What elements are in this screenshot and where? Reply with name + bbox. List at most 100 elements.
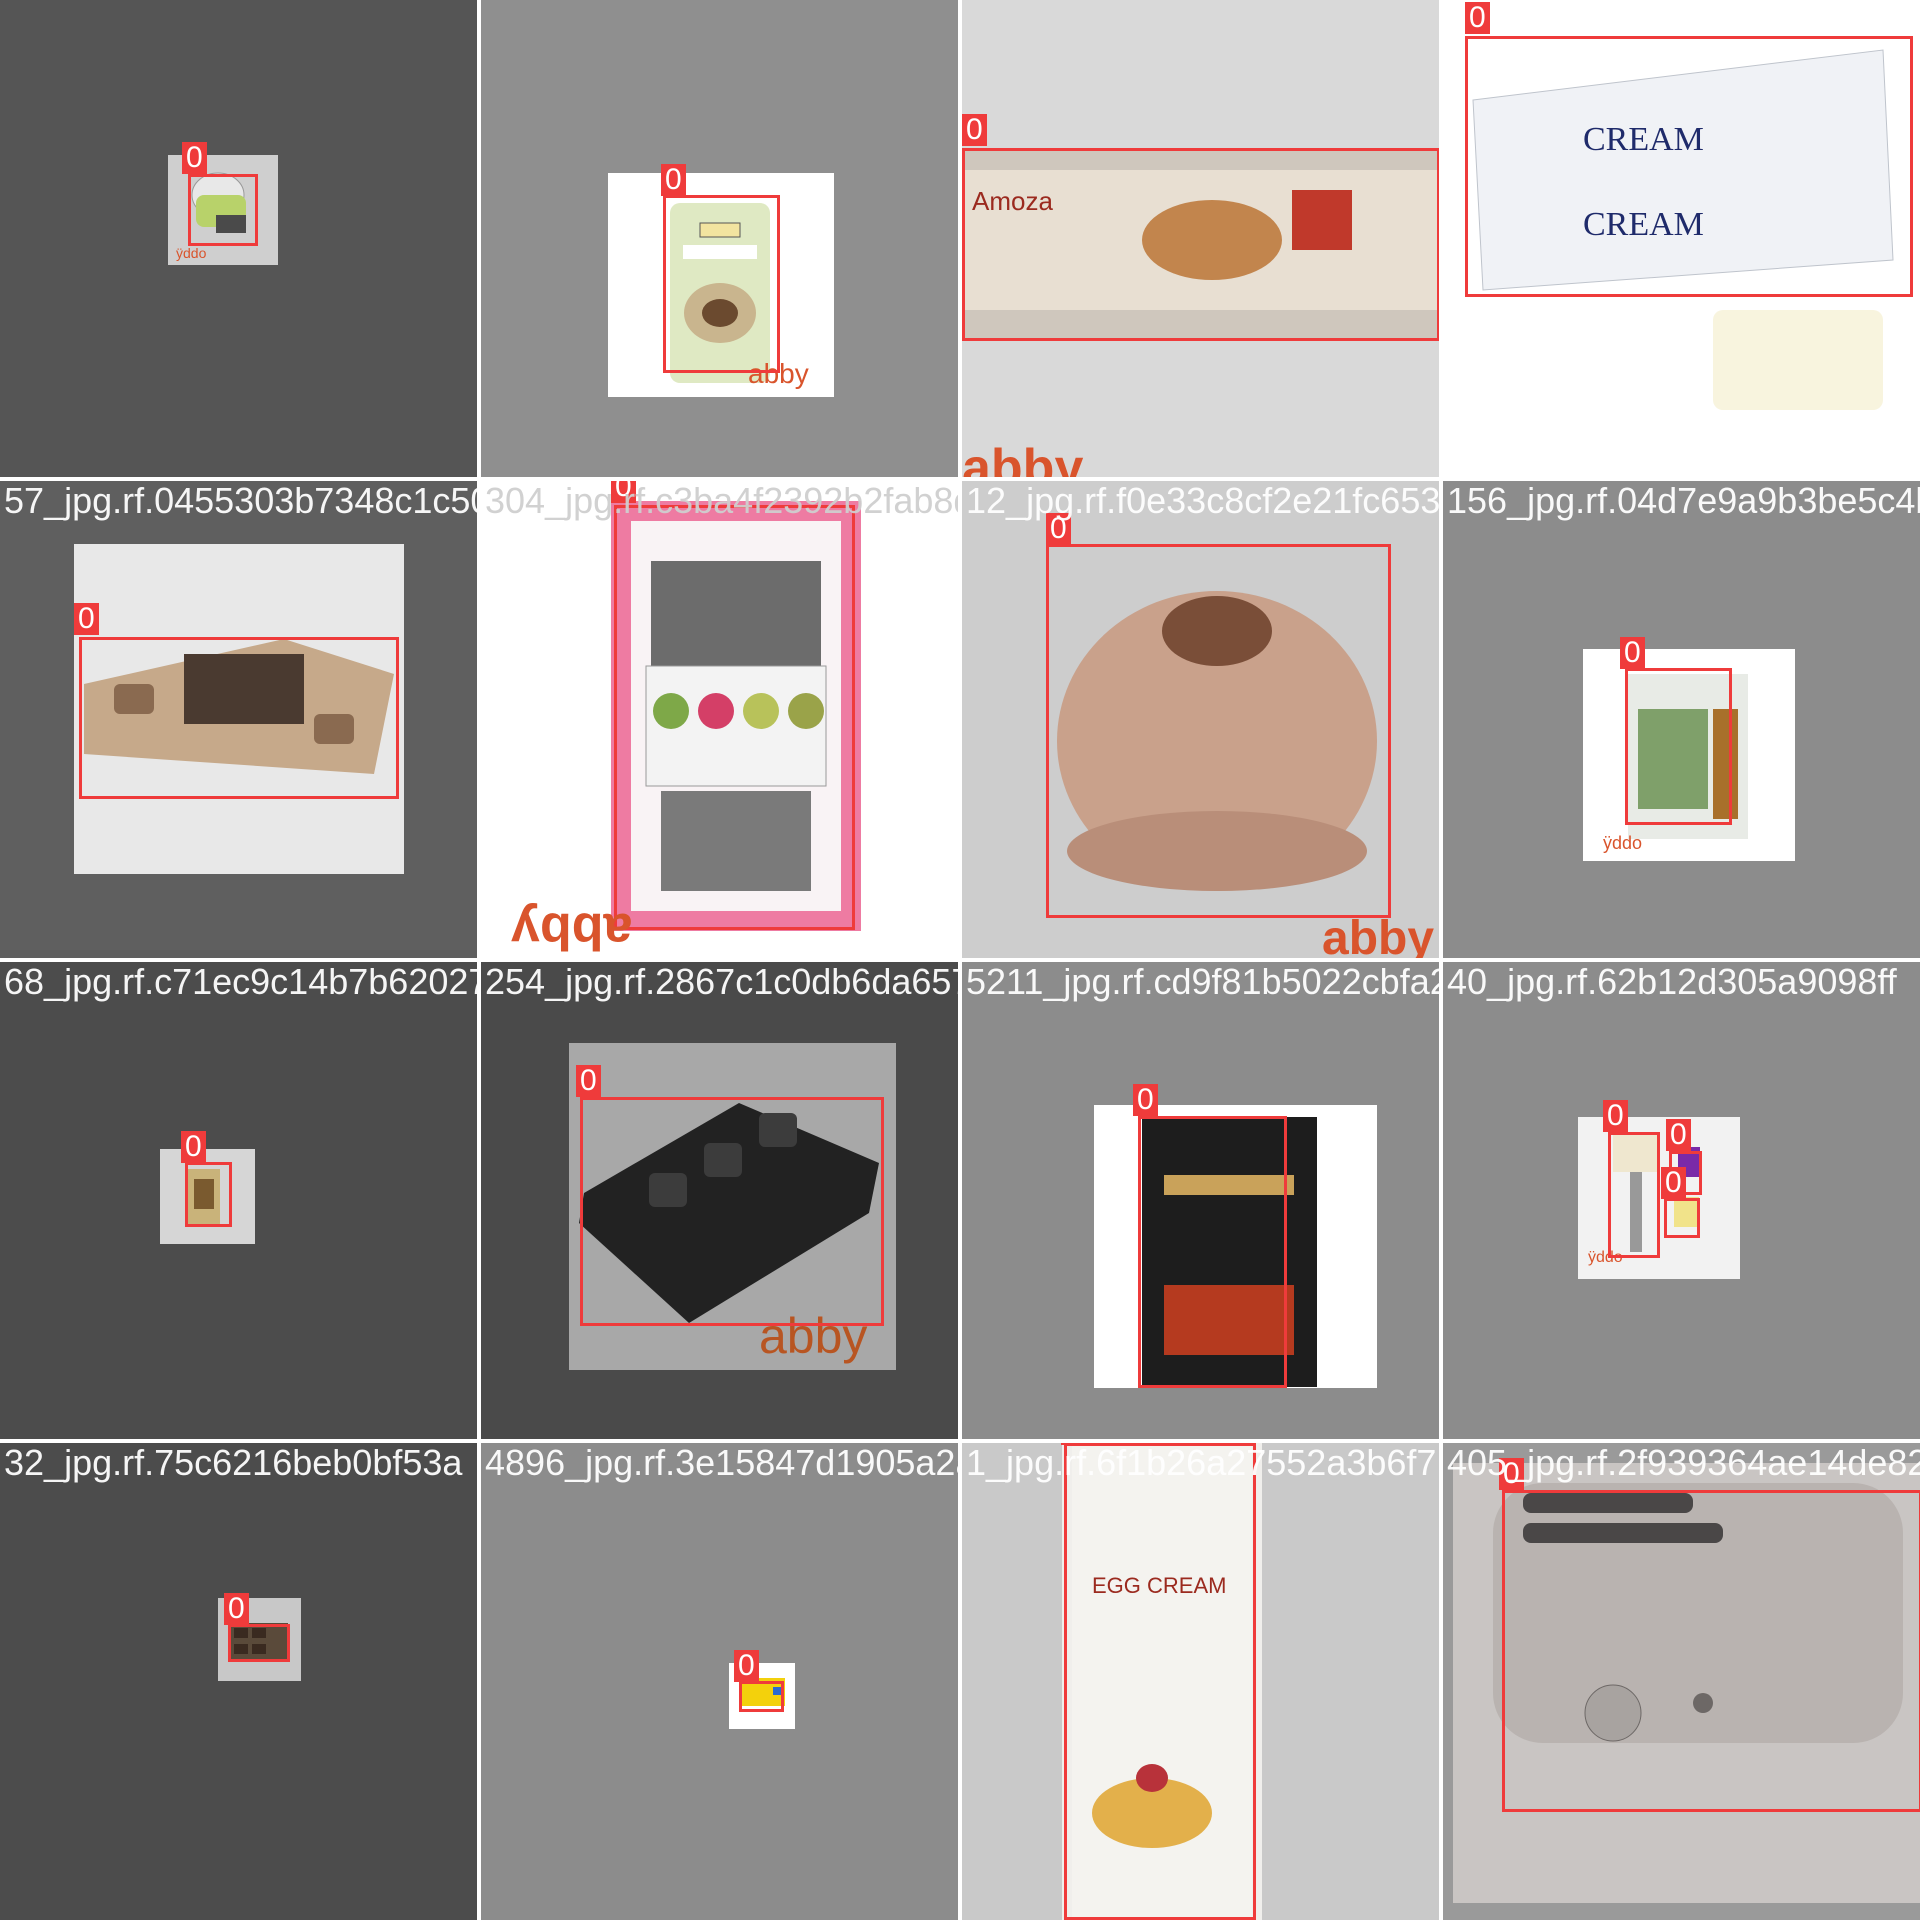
class-label: 0 [734, 1650, 759, 1682]
mini-tray-picture [228, 1623, 288, 1659]
chocolate-bag-picture [1142, 1117, 1317, 1387]
class-label: 0 [1666, 1119, 1691, 1151]
tile-chocolate-bag: 0 5211_jpg.rf.cd9f81b5022cbfa24 [962, 962, 1439, 1439]
bounding-box [580, 1097, 884, 1326]
piping-tips-set-picture [631, 521, 841, 911]
loaf-pan-tray-picture [84, 639, 394, 774]
bounding-box [663, 195, 780, 373]
bounding-box [1138, 1116, 1287, 1388]
tile-cookie-press: ÿddo 0 0 0 40_jpg.rf.62b12d305a9098ff [1443, 962, 1920, 1439]
bounding-box [79, 637, 399, 799]
class-label: 0 [1661, 1167, 1686, 1199]
kitchen-scale-picture: ÿddo [176, 172, 246, 261]
filename-label: 156_jpg.rf.04d7e9a9b3be5c4b [1447, 481, 1920, 521]
tile-loaf-pan-tray: 0 57_jpg.rf.0455303b7348c1c50 [0, 481, 477, 958]
tile-kitchen-scale: ÿddo 0 [0, 0, 477, 477]
puff-pastry-package-picture: Amoza [962, 170, 1439, 310]
watermark: abby [511, 902, 633, 958]
class-label: 0 [1133, 1084, 1158, 1116]
class-label: 0 [1061, 1443, 1086, 1445]
bounding-box [1465, 36, 1913, 297]
bounding-box [185, 1162, 232, 1227]
toaster-picture [1493, 1483, 1903, 1743]
product-image: CREAM CREAM [1463, 40, 1903, 420]
bounding-box [1046, 544, 1391, 918]
watermark: abby [1322, 912, 1435, 958]
svg-text:Amoza: Amoza [972, 186, 1053, 216]
tile-black-loaf-pan: abby 0 254_jpg.rf.2867c1c0db6da657c3 [481, 962, 958, 1439]
tile-toaster: 0 405_jpg.rf.2f939364ae14de82c [1443, 1443, 1920, 1920]
filename-label: 254_jpg.rf.2867c1c0db6da657c3 [485, 962, 958, 1002]
product-image [1042, 521, 1392, 911]
bounding-box [228, 1624, 290, 1662]
bounding-box [614, 505, 855, 930]
class-label: 0 [182, 142, 207, 174]
product-image [611, 501, 861, 931]
class-label: 0 [611, 481, 636, 503]
tile-bundt-pan: 0 abby 12_jpg.rf.f0e33c8cf2e21fc653 [962, 481, 1439, 958]
product-image: EGG CREAM [1062, 1443, 1262, 1920]
class-label: 0 [181, 1131, 206, 1163]
class-label: 0 [1620, 637, 1645, 669]
matcha-bag-picture: ÿddo [1603, 674, 1748, 853]
filename-label: 5211_jpg.rf.cd9f81b5022cbfa24 [966, 962, 1439, 1002]
filename-label: 4896_jpg.rf.3e15847d1905a2ac78 [485, 1443, 958, 1483]
bounding-box [1608, 1132, 1660, 1258]
product-image: ÿddo [1583, 649, 1795, 861]
class-label: 0 [1603, 1100, 1628, 1132]
product-image [74, 544, 404, 874]
product-image: abby [569, 1043, 896, 1370]
filename-label: 57_jpg.rf.0455303b7348c1c50 [4, 481, 477, 521]
filename-label: 68_jpg.rf.c71ec9c14b7b62027 [4, 962, 477, 1002]
product-image: ÿddo [168, 155, 278, 265]
product-image [1094, 1105, 1377, 1388]
bounding-box [962, 148, 1439, 341]
sour-cream-pouch-picture: abby [670, 203, 809, 389]
tile-matcha-bag: ÿddo 0 156_jpg.rf.04d7e9a9b3be5c4b [1443, 481, 1920, 958]
tile-yellow-pack: 0 4896_jpg.rf.3e15847d1905a2ac78 [481, 1443, 958, 1920]
bounding-box [1502, 1490, 1920, 1812]
tile-mini-tray: 0 32_jpg.rf.75c6216beb0bf53a [0, 1443, 477, 1920]
bounding-box [1064, 1443, 1256, 1920]
bounding-box [1664, 1198, 1700, 1238]
watermark: abby [962, 439, 1084, 477]
svg-text:abby: abby [759, 1308, 867, 1364]
bundt-pan-picture [1057, 591, 1377, 891]
black-loaf-pan-picture: abby [579, 1103, 879, 1364]
class-label: 0 [661, 164, 686, 196]
filename-label: 1_jpg.rf.6f1b26a27552a3b6f7 [966, 1443, 1437, 1483]
svg-text:ÿddo: ÿddo [1588, 1249, 1623, 1266]
filename-label: 40_jpg.rf.62b12d305a9098ff [1447, 962, 1897, 1002]
class-label: 0 [74, 603, 99, 635]
class-label: 0 [1499, 1458, 1524, 1490]
filename-label: 12_jpg.rf.f0e33c8cf2e21fc653 [966, 481, 1439, 521]
cream-cheese-box-picture: CREAM CREAM [1472, 49, 1894, 410]
tile-small-package: 0 68_jpg.rf.c71ec9c14b7b62027 [0, 962, 477, 1439]
tile-egg-cream-carton: EGG CREAM 0 1_jpg.rf.6f1b26a27552a3b6f7 [962, 1443, 1439, 1920]
filename-label: 405_jpg.rf.2f939364ae14de82c [1447, 1443, 1920, 1483]
class-label: 0 [962, 114, 987, 146]
tile-cream-cheese: CREAM CREAM 0 [1443, 0, 1920, 477]
class-label: 0 [576, 1065, 601, 1097]
svg-text:ÿddo: ÿddo [1603, 833, 1642, 853]
class-label: 0 [1046, 513, 1071, 545]
bounding-box [1625, 668, 1732, 825]
svg-text:ÿddo: ÿddo [176, 245, 207, 261]
bounding-box [739, 1681, 784, 1712]
cookie-press-picture: ÿddo [1588, 1132, 1700, 1266]
product-image [1453, 1463, 1920, 1903]
product-image: abby [608, 173, 834, 397]
tile-piping-tips: 0 abby 304_jpg.rf.c3ba4f2392b2fab8d6d [481, 481, 958, 958]
class-label: 0 [224, 1593, 249, 1625]
small-package-picture [188, 1169, 220, 1224]
bounding-box [188, 174, 258, 246]
filename-label: 32_jpg.rf.75c6216beb0bf53a [4, 1443, 463, 1483]
product-image: Amoza [962, 150, 1439, 340]
tile-puff-pastry: Amoza 0 abby [962, 0, 1439, 477]
egg-cream-carton-picture: EGG CREAM [1072, 1443, 1252, 1920]
svg-text:EGG CREAM: EGG CREAM [1092, 1573, 1226, 1598]
svg-text:CREAM: CREAM [1583, 121, 1704, 158]
svg-text:CREAM: CREAM [1583, 206, 1704, 243]
filename-label: 304_jpg.rf.c3ba4f2392b2fab8d6d [485, 481, 958, 521]
